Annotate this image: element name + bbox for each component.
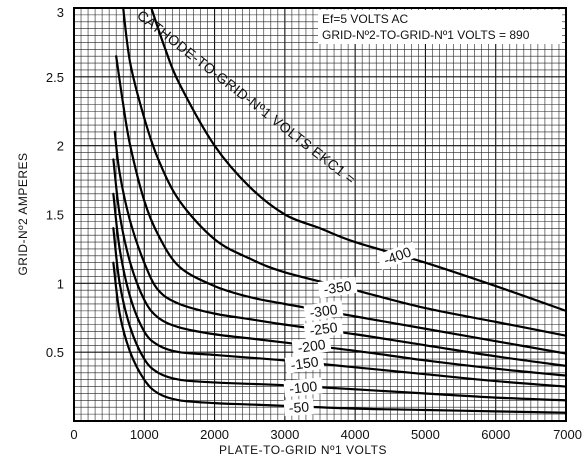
plot-frame bbox=[73, 7, 567, 422]
x-tick-labels: 0 1000 2000 3000 4000 5000 6000 7000 bbox=[70, 427, 582, 442]
series-line-minus-300 bbox=[115, 55, 568, 355]
series-line-minus-50 bbox=[112, 261, 568, 414]
series-line-minus-400 bbox=[150, 6, 568, 312]
curve-label: -300 bbox=[309, 301, 339, 321]
curve-label-background bbox=[283, 398, 315, 417]
x-tick-label: 5000 bbox=[411, 427, 440, 442]
annotation-box: Ef=5 VOLTS AC GRID-Nº2-TO-GRID-Nº1 VOLTS… bbox=[318, 10, 562, 44]
curve-label: -200 bbox=[297, 336, 327, 356]
series-line-minus-150 bbox=[112, 192, 568, 388]
curve-label-background bbox=[376, 241, 418, 270]
series-line-minus-250 bbox=[113, 130, 568, 368]
y-tick-label: 1.5 bbox=[46, 208, 64, 223]
curve-label-background bbox=[284, 352, 325, 374]
x-axis-label: PLATE-TO-GRID Nº1 VOLTS bbox=[219, 443, 387, 457]
y-tick-labels: 0.5 1 1.5 2 2.5 3 bbox=[46, 5, 64, 360]
curves bbox=[112, 6, 568, 414]
x-tick-label: 6000 bbox=[481, 427, 510, 442]
curve-label: -150 bbox=[290, 353, 320, 373]
series-line-minus-200 bbox=[112, 158, 568, 377]
x-tick-label: 2000 bbox=[200, 427, 229, 442]
x-tick-label: 0 bbox=[70, 427, 77, 442]
curve-label-background bbox=[283, 377, 323, 398]
grid bbox=[73, 7, 567, 422]
curve-labels: -400-350-300-250-200-150-100-50 bbox=[283, 241, 418, 417]
y-tick-label: 0.5 bbox=[46, 345, 64, 360]
y-axis-label: GRID-Nº2 AMPERES bbox=[16, 152, 30, 275]
curve-label: -250 bbox=[309, 319, 339, 339]
y-tick-label: 3 bbox=[57, 5, 64, 20]
y-tick-label: 2 bbox=[57, 139, 64, 154]
curve-label-background bbox=[303, 318, 344, 340]
y-tick-label: 1 bbox=[57, 276, 64, 291]
annotation-background bbox=[318, 10, 562, 44]
curve-label-background bbox=[303, 300, 344, 322]
annotation-filament: Ef=5 VOLTS AC bbox=[322, 12, 408, 26]
series-line-minus-350 bbox=[122, 6, 568, 337]
y-tick-label: 2.5 bbox=[46, 70, 64, 85]
x-tick-label: 1000 bbox=[130, 427, 159, 442]
x-tick-label: 4000 bbox=[341, 427, 370, 442]
curve-label-background bbox=[317, 276, 358, 299]
curve-label-background bbox=[291, 335, 332, 357]
x-tick-label: 7000 bbox=[553, 427, 582, 442]
curve-label: -350 bbox=[323, 278, 353, 298]
series-line-minus-100 bbox=[112, 227, 568, 402]
annotation-grid-voltage: GRID-Nº2-TO-GRID-Nº1 VOLTS = 890 bbox=[322, 28, 530, 42]
x-tick-label: 3000 bbox=[270, 427, 299, 442]
curve-label: -50 bbox=[288, 399, 310, 416]
curve-label: -100 bbox=[288, 378, 318, 397]
